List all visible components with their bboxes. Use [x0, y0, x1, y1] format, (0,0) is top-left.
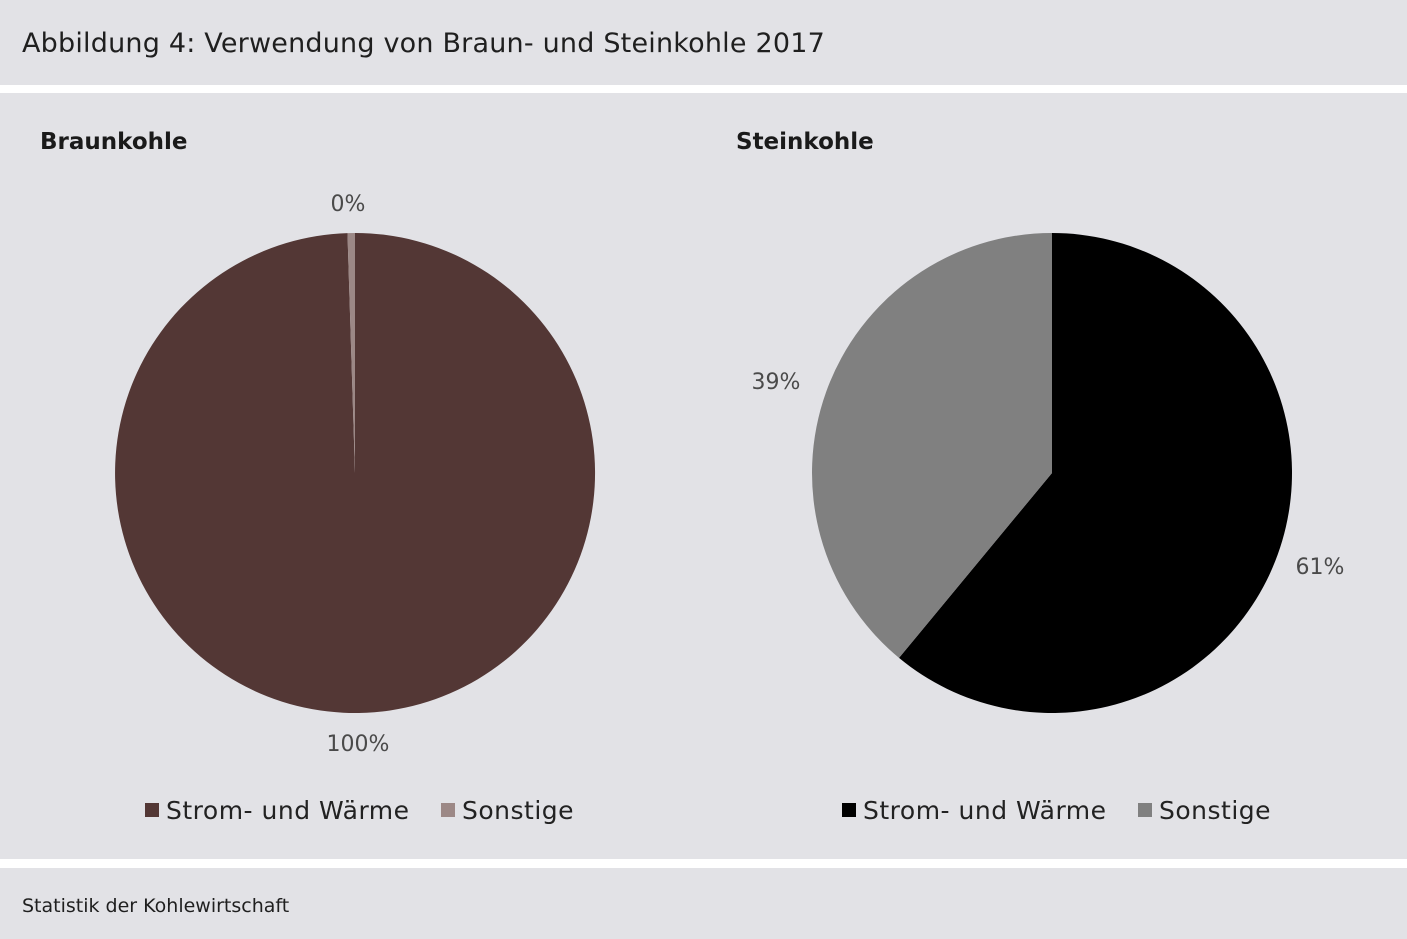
legend-label-sonstige: Sonstige	[462, 796, 574, 825]
legend-swatch-strom-und-w-rme	[145, 803, 159, 817]
figure-title: Abbildung 4: Verwendung von Braun- und S…	[22, 28, 825, 59]
legend-label-sonstige: Sonstige	[1159, 796, 1271, 825]
source-note: Statistik der Kohlewirtschaft	[22, 895, 290, 917]
slice-label-sonstige: 0%	[331, 192, 366, 217]
pie-slice-sonstige	[347, 233, 355, 473]
pie-slice-strom-und-w-rme	[899, 233, 1293, 713]
pie-slice-strom-und-w-rme	[115, 233, 596, 714]
footer-band: Statistik der Kohlewirtschaft	[0, 868, 1407, 939]
slice-label-strom-und-w-rme: 100%	[327, 732, 390, 757]
pie-chart-steinkohle: Steinkohle 61% 39% Strom- und Wärme Sonstige	[736, 129, 1344, 825]
slice-label-strom-und-w-rme: 61%	[1296, 555, 1345, 580]
slice-label-sonstige: 39%	[752, 370, 801, 395]
legend: Strom- und Wärme Sonstige	[842, 796, 1271, 825]
legend-label-strom-und-w-rme: Strom- und Wärme	[166, 796, 410, 825]
legend: Strom- und Wärme Sonstige	[145, 796, 574, 825]
legend-swatch-strom-und-w-rme	[842, 803, 856, 817]
pie-chart-braunkohle: Braunkohle 100% 0% Strom- und Wärme Sonstige	[40, 129, 596, 825]
chart-title: Steinkohle	[736, 129, 874, 155]
legend-label-strom-und-w-rme: Strom- und Wärme	[863, 796, 1107, 825]
legend-swatch-sonstige	[1138, 803, 1152, 817]
legend-swatch-sonstige	[441, 803, 455, 817]
title-band: Abbildung 4: Verwendung von Braun- und S…	[0, 0, 1407, 85]
pie-slice-sonstige	[812, 233, 1052, 658]
chart-title: Braunkohle	[40, 129, 187, 155]
